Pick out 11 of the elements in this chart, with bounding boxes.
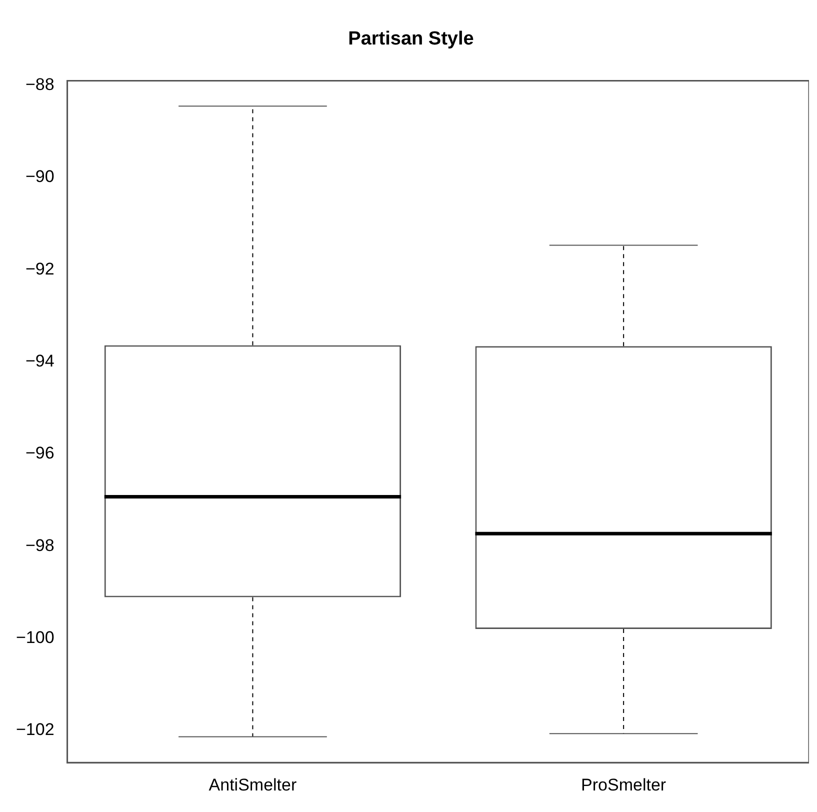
y-tick-label: −96: [25, 444, 54, 463]
x-tick-label: ProSmelter: [581, 775, 666, 794]
y-tick-label: −98: [25, 536, 54, 555]
y-tick-label: −92: [25, 259, 54, 278]
x-tick-label: AntiSmelter: [208, 775, 297, 794]
y-tick-label: −100: [16, 628, 54, 647]
chart-title: Partisan Style: [348, 28, 474, 50]
y-tick-label: −88: [25, 75, 54, 94]
y-tick-label: −90: [25, 167, 54, 186]
y-tick-label: −102: [16, 720, 54, 740]
y-tick-label: −94: [25, 352, 54, 370]
